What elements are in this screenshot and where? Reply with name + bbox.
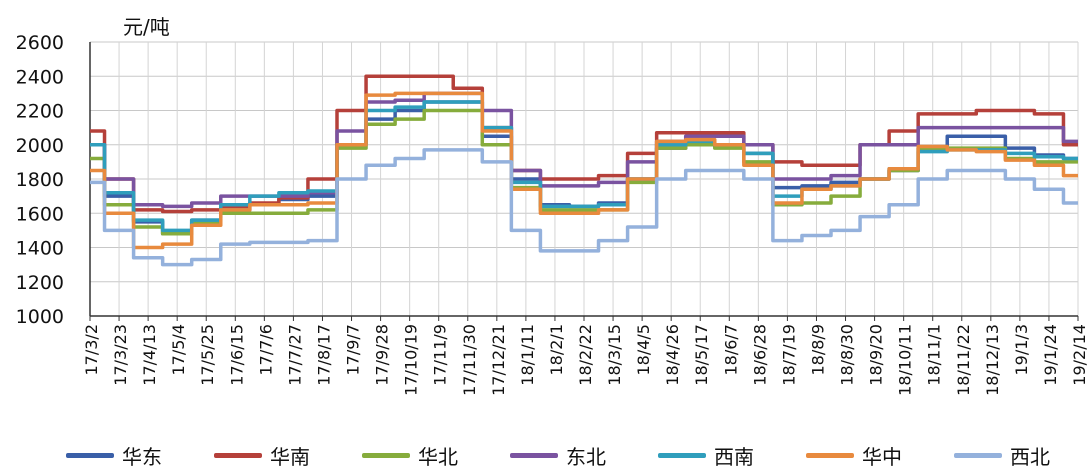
axes: [89, 42, 1079, 321]
legend-swatch: [954, 452, 1002, 458]
y-tick-label: 2200: [16, 101, 64, 123]
legend-item: 华北: [362, 440, 458, 470]
legend: 华东 华南 华北 东北 西南 华中 西北: [0, 440, 1090, 470]
series-lines: [90, 74, 1078, 267]
x-tick-label: 18/6/28: [750, 324, 769, 386]
x-tick-label: 18/9/20: [867, 324, 886, 386]
x-tick-label: 17/6/15: [227, 324, 246, 386]
x-tick-label: 18/11/1: [925, 324, 944, 386]
x-tick-label: 19/2/14: [1070, 324, 1089, 386]
legend-swatch: [66, 452, 114, 458]
legend-label: 西北: [1010, 444, 1050, 469]
y-tick-label: 1400: [16, 238, 64, 260]
legend-swatch: [510, 452, 558, 458]
x-tick-label: 17/3/2: [82, 324, 101, 376]
x-tick-label: 17/8/17: [314, 324, 333, 386]
legend-label: 东北: [566, 444, 606, 469]
x-tick-label: 18/8/30: [838, 324, 857, 386]
y-tick-label: 1600: [16, 203, 64, 225]
legend-item: 西北: [954, 440, 1050, 470]
x-tick-label: 18/4/5: [634, 324, 653, 376]
x-tick-label: 18/10/11: [896, 324, 915, 396]
legend-swatch: [214, 452, 262, 458]
y-tick-label: 2000: [16, 135, 64, 157]
y-tick-labels: 1000 1200 1400 1600 1800 2000 2200 2400 2600: [16, 32, 64, 328]
legend-swatch: [658, 452, 706, 458]
x-tick-label: 19/1/3: [1012, 324, 1031, 376]
x-tick-label: 17/7/6: [256, 324, 275, 376]
legend-item: 东北: [510, 440, 606, 470]
legend-swatch: [806, 452, 854, 458]
x-tick-label: 18/11/22: [954, 324, 973, 396]
x-tick-label: 18/5/17: [692, 324, 711, 386]
series-line-6: [90, 148, 1078, 267]
x-tick-label: 18/7/19: [779, 324, 798, 386]
x-tick-label: 17/5/4: [169, 324, 188, 376]
y-tick-label: 1200: [16, 272, 64, 294]
series-line-3: [90, 91, 1078, 209]
x-tick-label: 18/1/11: [518, 324, 537, 386]
x-tick-label: 17/9/28: [373, 324, 392, 386]
x-tick-label: 18/12/13: [983, 324, 1002, 396]
x-tick-label: 17/10/19: [402, 324, 421, 396]
x-tick-label: 17/11/30: [460, 324, 479, 396]
y-tick-label: 2400: [16, 66, 64, 88]
legend-item: 华南: [214, 440, 310, 470]
y-axis-label: 元/吨: [123, 15, 170, 39]
x-tick-label: 17/3/23: [111, 324, 130, 386]
x-tick-label: 17/4/13: [140, 324, 159, 386]
x-tick-label: 17/9/7: [344, 324, 363, 376]
series-line-5: [90, 91, 1078, 250]
x-tick-label: 18/8/9: [808, 324, 827, 376]
x-tick-label: 18/4/26: [663, 324, 682, 386]
x-tick-label: 17/5/25: [198, 324, 217, 386]
legend-label: 华东: [122, 444, 162, 469]
legend-item: 华东: [66, 440, 162, 470]
legend-item: 华中: [806, 440, 902, 470]
legend-swatch: [362, 452, 410, 458]
legend-label: 华北: [418, 444, 458, 469]
x-tick-label: 19/1/24: [1041, 324, 1060, 386]
legend-label: 华南: [270, 444, 310, 469]
x-tick-label: 18/2/1: [547, 324, 566, 376]
y-tick-label: 1800: [16, 169, 64, 191]
x-tick-label: 17/12/21: [489, 324, 508, 396]
x-tick-label: 18/3/15: [605, 324, 624, 386]
legend-item: 西南: [658, 440, 754, 470]
y-tick-label: 1000: [16, 306, 64, 328]
x-tick-label: 17/7/27: [285, 324, 304, 386]
x-tick-labels: 17/3/2 17/3/23 17/4/13 17/5/4 17/5/25 17/6/15…: [82, 324, 1089, 396]
x-tick-label: 18/6/7: [721, 324, 740, 376]
legend-label: 西南: [714, 444, 754, 469]
x-tick-label: 18/2/22: [576, 324, 595, 386]
legend-label: 华中: [862, 444, 902, 469]
x-tick-label: 17/11/9: [431, 324, 450, 386]
y-tick-label: 2600: [16, 32, 64, 54]
